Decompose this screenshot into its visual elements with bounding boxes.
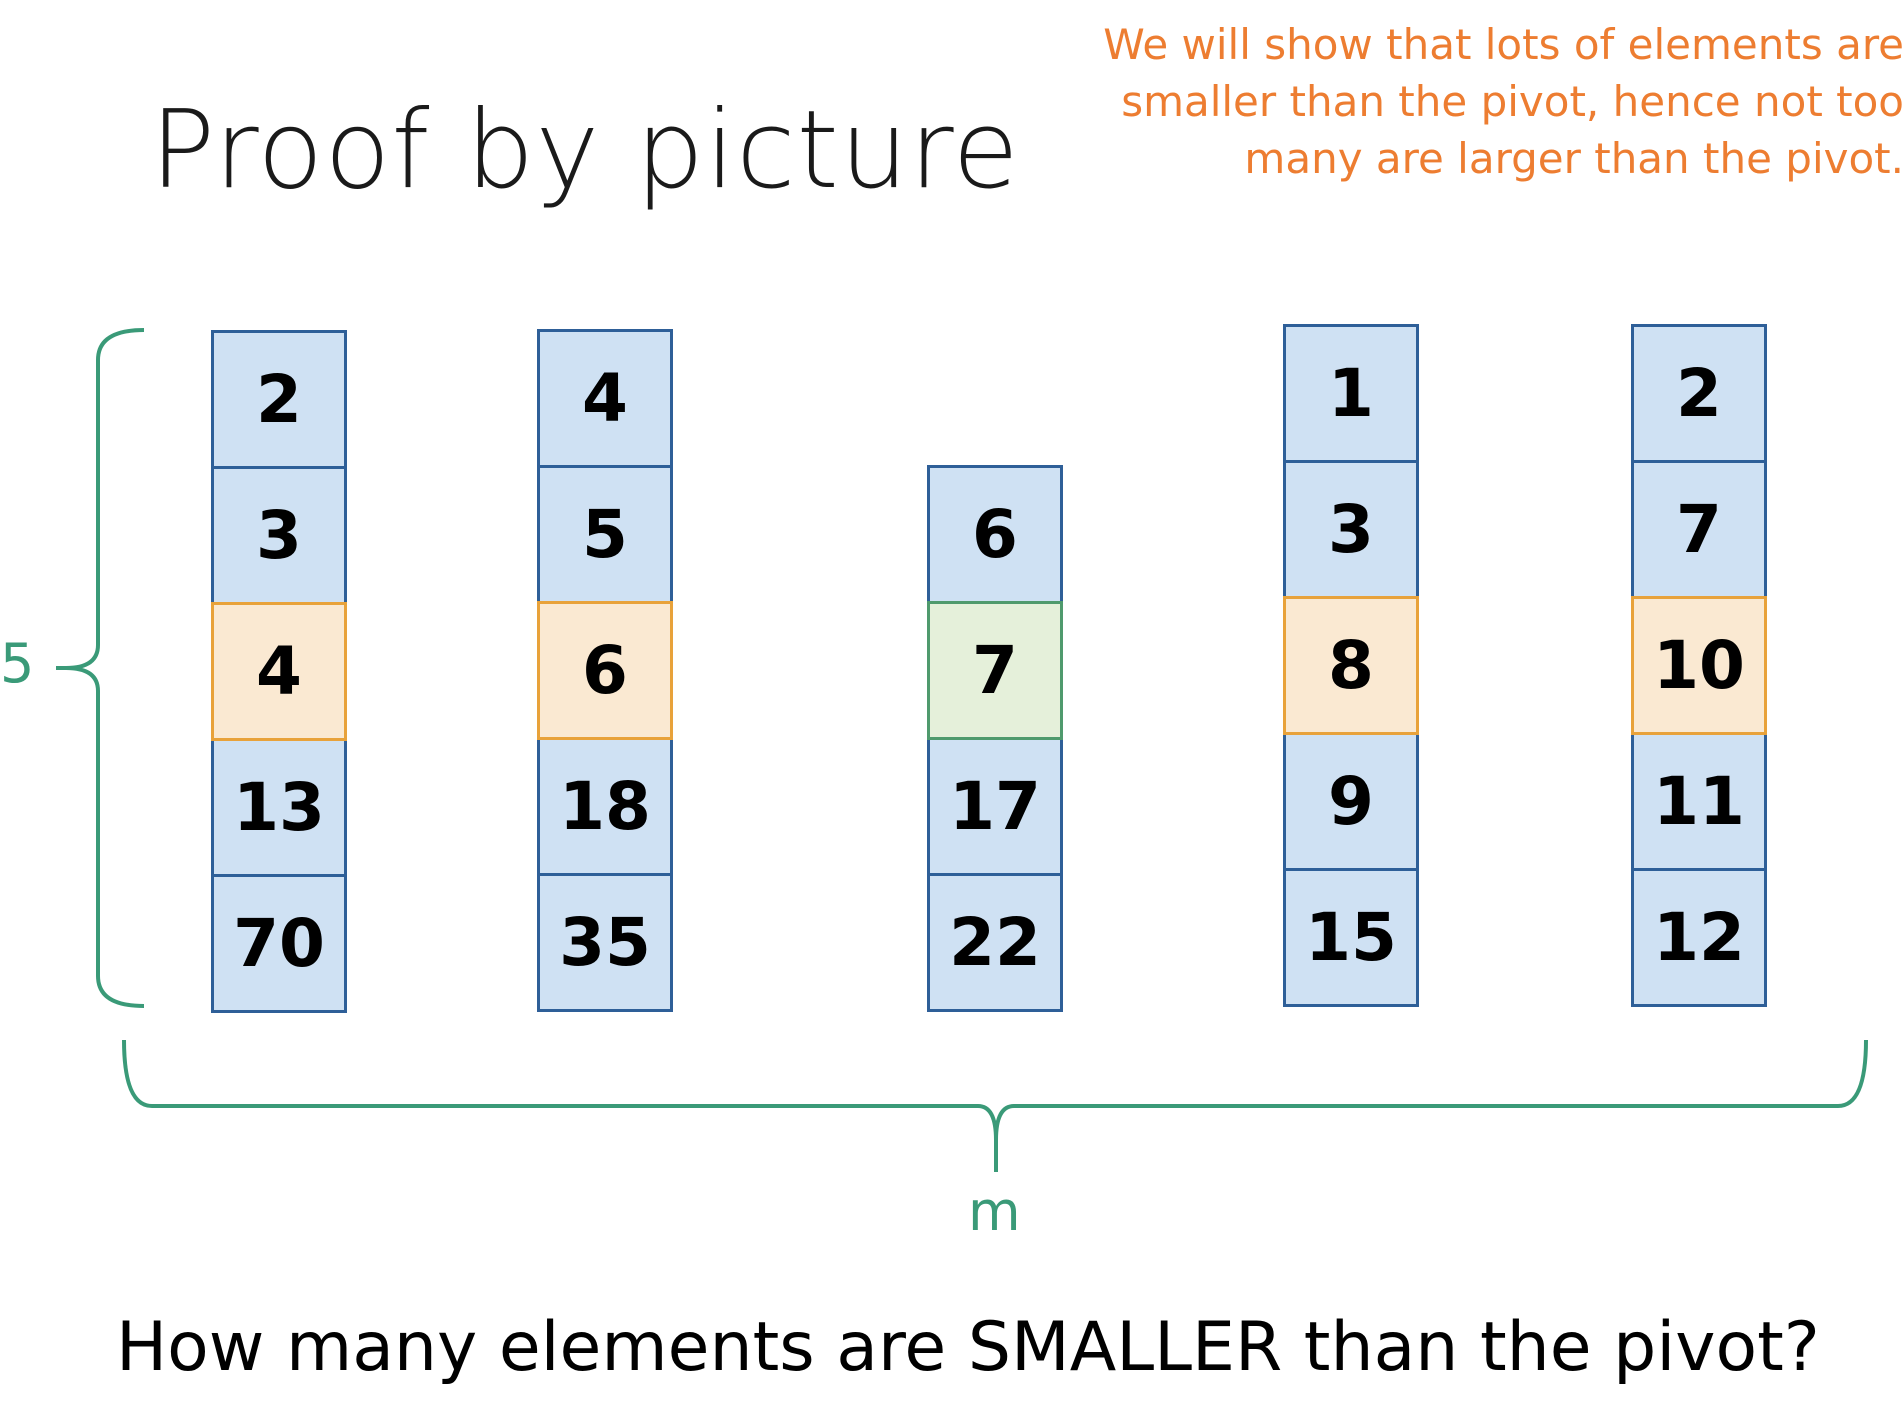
element-cell: 22 [927, 873, 1063, 1012]
group-column-3: 6 7 17 22 [927, 465, 1063, 1012]
group-column-5: 2 7 10 11 12 [1631, 324, 1767, 1007]
element-cell: 35 [537, 873, 673, 1012]
median-cell: 8 [1283, 596, 1419, 735]
element-cell: 13 [211, 738, 347, 877]
vertical-brace [65, 328, 145, 1008]
note-line-2: smaller than the pivot, hence not too [1121, 77, 1904, 126]
note-line-3: many are larger than the pivot. [1244, 134, 1904, 183]
element-cell: 5 [537, 465, 673, 604]
vertical-brace-label: 5 [0, 632, 35, 695]
pivot-cell: 7 [927, 601, 1063, 740]
median-cell: 4 [211, 602, 347, 741]
element-cell: 3 [1283, 460, 1419, 599]
group-column-2: 4 5 6 18 35 [537, 329, 673, 1012]
element-cell: 3 [211, 466, 347, 605]
element-cell: 2 [211, 330, 347, 469]
element-cell: 18 [537, 737, 673, 876]
element-cell: 1 [1283, 324, 1419, 463]
element-cell: 4 [537, 329, 673, 468]
note-text: We will show that lots of elements are s… [1084, 16, 1904, 187]
question-text: How many elements are SMALLER than the p… [116, 1308, 1820, 1387]
element-cell: 2 [1631, 324, 1767, 463]
element-cell: 11 [1631, 732, 1767, 871]
median-cell: 6 [537, 601, 673, 740]
slide-title: Proof by picture [150, 88, 1020, 213]
element-cell: 70 [211, 874, 347, 1013]
element-cell: 6 [927, 465, 1063, 604]
element-cell: 15 [1283, 868, 1419, 1007]
group-column-1: 2 3 4 13 70 [211, 330, 347, 1013]
element-cell: 12 [1631, 868, 1767, 1007]
element-cell: 9 [1283, 732, 1419, 871]
note-line-1: We will show that lots of elements are [1103, 20, 1904, 69]
element-cell: 17 [927, 737, 1063, 876]
group-column-4: 1 3 8 9 15 [1283, 324, 1419, 1007]
horizontal-brace [122, 1039, 1868, 1141]
median-cell: 10 [1631, 596, 1767, 735]
horizontal-brace-label: m [968, 1180, 1021, 1243]
element-cell: 7 [1631, 460, 1767, 599]
